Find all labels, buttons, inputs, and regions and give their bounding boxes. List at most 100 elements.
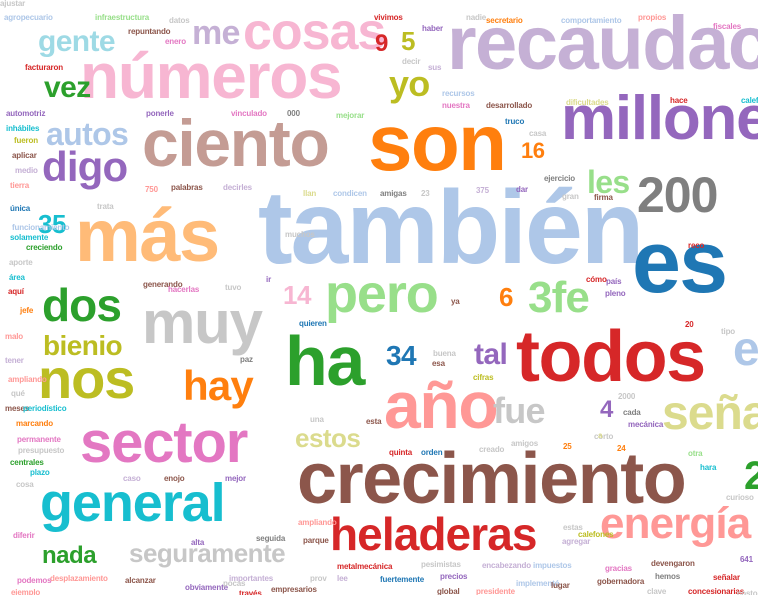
word-cloud-word: tierra	[10, 181, 30, 190]
word-cloud-word: alcanzar	[125, 576, 156, 585]
word-cloud-word: ejemplo	[11, 588, 41, 595]
word-cloud-word: estas	[563, 523, 583, 532]
word-cloud-word: cada	[623, 408, 641, 417]
word-cloud-word: 23	[421, 189, 430, 198]
word-cloud-word: sus	[428, 63, 442, 72]
word-cloud-word: costo	[737, 589, 758, 595]
word-cloud-word: casa	[529, 129, 547, 138]
word-cloud-word: firma	[594, 193, 613, 202]
word-cloud-word: les	[587, 164, 630, 200]
word-cloud-word: amigos	[511, 439, 539, 448]
word-cloud-word: aporte	[9, 258, 33, 267]
word-cloud-word: ha	[285, 322, 365, 400]
word-cloud-word: periodístico	[23, 404, 67, 413]
word-cloud-word: prov	[310, 574, 327, 583]
word-cloud-word: calefones	[578, 530, 614, 539]
word-cloud-word: cifras	[473, 373, 494, 382]
word-cloud-word: general	[40, 473, 226, 533]
word-cloud-word: mejorar	[336, 111, 365, 120]
word-cloud-word: seguida	[256, 534, 286, 543]
word-cloud-word: señal	[662, 387, 758, 440]
word-cloud-word: buena	[433, 349, 456, 358]
word-cloud-word: muchos	[285, 230, 315, 239]
word-cloud-word: gobernadora	[597, 577, 645, 586]
word-cloud-word: gracias	[605, 564, 632, 573]
word-cloud-word: 35	[38, 209, 66, 239]
word-cloud-word: agregar	[562, 537, 591, 546]
word-cloud-word: gente	[38, 25, 116, 58]
word-cloud-word: pesimistas	[421, 560, 461, 569]
word-cloud-word: seguramente	[129, 538, 286, 568]
word-cloud-word: otra	[688, 449, 703, 458]
word-cloud-word: hay	[183, 362, 254, 409]
word-cloud-word: a	[598, 431, 603, 440]
word-cloud-word: empresarios	[271, 585, 317, 594]
word-cloud-word: recursos	[442, 89, 475, 98]
word-cloud-word: autos	[46, 116, 129, 152]
word-cloud-word: secretario	[486, 16, 523, 25]
word-cloud-word: ampliando	[298, 518, 337, 527]
word-cloud-word: pocas	[223, 579, 246, 588]
word-cloud-word: ciento	[142, 106, 330, 180]
word-cloud-word: tuvo	[225, 283, 242, 292]
word-cloud-word: millones	[561, 84, 758, 153]
word-cloud-word: enero	[165, 37, 186, 46]
word-cloud-word: crecimiento	[297, 439, 687, 519]
word-cloud-word: cosas	[243, 3, 386, 61]
word-cloud-word: números	[80, 40, 343, 112]
word-cloud-word: decir	[402, 57, 421, 66]
word-cloud-word: aplicar	[12, 151, 37, 160]
word-cloud-word: pero	[325, 264, 439, 324]
word-cloud-word: aquí	[8, 287, 24, 296]
word-cloud-word: caso	[123, 474, 141, 483]
word-cloud-word: me	[192, 14, 240, 52]
word-cloud-word: 2	[744, 454, 758, 498]
word-cloud-word: 20	[685, 320, 694, 329]
word-cloud-word: través	[239, 589, 262, 595]
word-cloud-word: mejor	[225, 474, 246, 483]
word-cloud-word: es	[632, 212, 728, 311]
word-cloud-word: país	[606, 277, 622, 286]
word-cloud-word: ejercicio	[544, 174, 576, 183]
word-cloud-word: podemos	[17, 576, 52, 585]
word-cloud-word: 16	[521, 138, 545, 163]
word-cloud-word: 24	[617, 444, 626, 453]
word-cloud-word: hace	[670, 96, 688, 105]
word-cloud-word: sector	[80, 410, 248, 475]
word-cloud-word: fiscales	[713, 22, 742, 31]
word-cloud-word: hacerlas	[168, 285, 200, 294]
word-cloud-word: fuertemente	[380, 575, 425, 584]
word-cloud-word: tal	[474, 338, 508, 371]
word-cloud-word: presupuesto	[18, 446, 65, 455]
word-cloud-word: alta	[191, 538, 205, 547]
word-cloud-word: también	[258, 170, 644, 286]
word-cloud-word: nadie	[466, 13, 487, 22]
word-cloud-word: esta	[366, 417, 382, 426]
word-cloud-word: vez	[44, 71, 91, 104]
word-cloud-word: global	[437, 587, 460, 595]
word-cloud-word: hemos	[655, 572, 680, 581]
word-cloud-word: devengaron	[651, 559, 695, 568]
word-cloud-word: qué	[11, 389, 25, 398]
word-cloud-word: permanente	[17, 435, 61, 444]
word-cloud-word: muy	[142, 289, 263, 356]
word-cloud-word: corto	[594, 432, 614, 441]
word-cloud-word: quinta	[389, 448, 413, 457]
word-cloud-word: 25	[563, 442, 572, 451]
word-cloud-word: desplazamiento	[50, 574, 108, 583]
word-cloud-word: señalar	[713, 573, 740, 582]
word-cloud-word: e	[733, 323, 758, 376]
word-cloud-word: curioso	[726, 493, 754, 502]
word-cloud-word: propios	[638, 13, 667, 22]
word-cloud-word: desarrollado	[486, 101, 533, 110]
word-cloud-word: agropecuario	[4, 13, 53, 22]
word-cloud-word: datos	[169, 16, 190, 25]
word-cloud-word: vinculado	[231, 109, 267, 118]
word-cloud-word: amigas	[380, 189, 407, 198]
word-cloud-word: paz	[240, 355, 253, 364]
word-cloud-word: ampliando	[8, 375, 47, 384]
word-cloud-word: digo	[42, 143, 128, 190]
word-cloud-word: repuntando	[128, 27, 171, 36]
word-cloud-word: energía	[600, 499, 751, 548]
